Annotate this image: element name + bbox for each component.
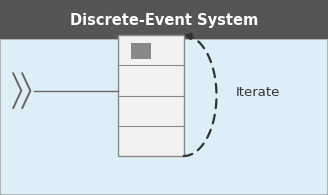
Text: Iterate: Iterate (236, 86, 280, 99)
Bar (0, 0, 328, 39)
Bar (131, 43, 151, 59)
Text: Discrete-Event System: Discrete-Event System (70, 13, 258, 28)
Bar (0, 39, 328, 195)
Bar (118, 35, 184, 156)
